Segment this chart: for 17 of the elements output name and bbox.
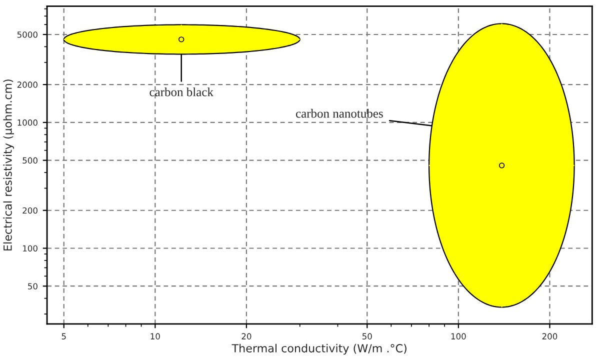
x-tick-label: 100 bbox=[451, 333, 466, 340]
x-tick-label: 10 bbox=[150, 333, 160, 340]
annotation: carbon nanotubes bbox=[296, 108, 383, 118]
y-tick-label: 5000 bbox=[17, 31, 38, 38]
y-tick-label: 2000 bbox=[17, 82, 38, 88]
y-axis-title: Electrical resistivity (µohm.cm) bbox=[3, 80, 14, 250]
x-tick-label: 50 bbox=[362, 333, 372, 340]
y-tick-label: 50 bbox=[28, 283, 38, 290]
y-tick-label: 100 bbox=[23, 245, 38, 252]
x-axis-title: Thermal conductivity (W/m .°C) bbox=[232, 344, 406, 355]
x-tick-label: 5 bbox=[62, 333, 66, 340]
y-tick-label: 1000 bbox=[18, 119, 38, 126]
annotation: carbon black bbox=[150, 87, 214, 96]
y-tick-label: 200 bbox=[22, 207, 38, 214]
x-tick-label: 20 bbox=[242, 333, 252, 340]
y-tick-label: 500 bbox=[22, 157, 38, 164]
x-tick-label: 200 bbox=[542, 333, 558, 340]
